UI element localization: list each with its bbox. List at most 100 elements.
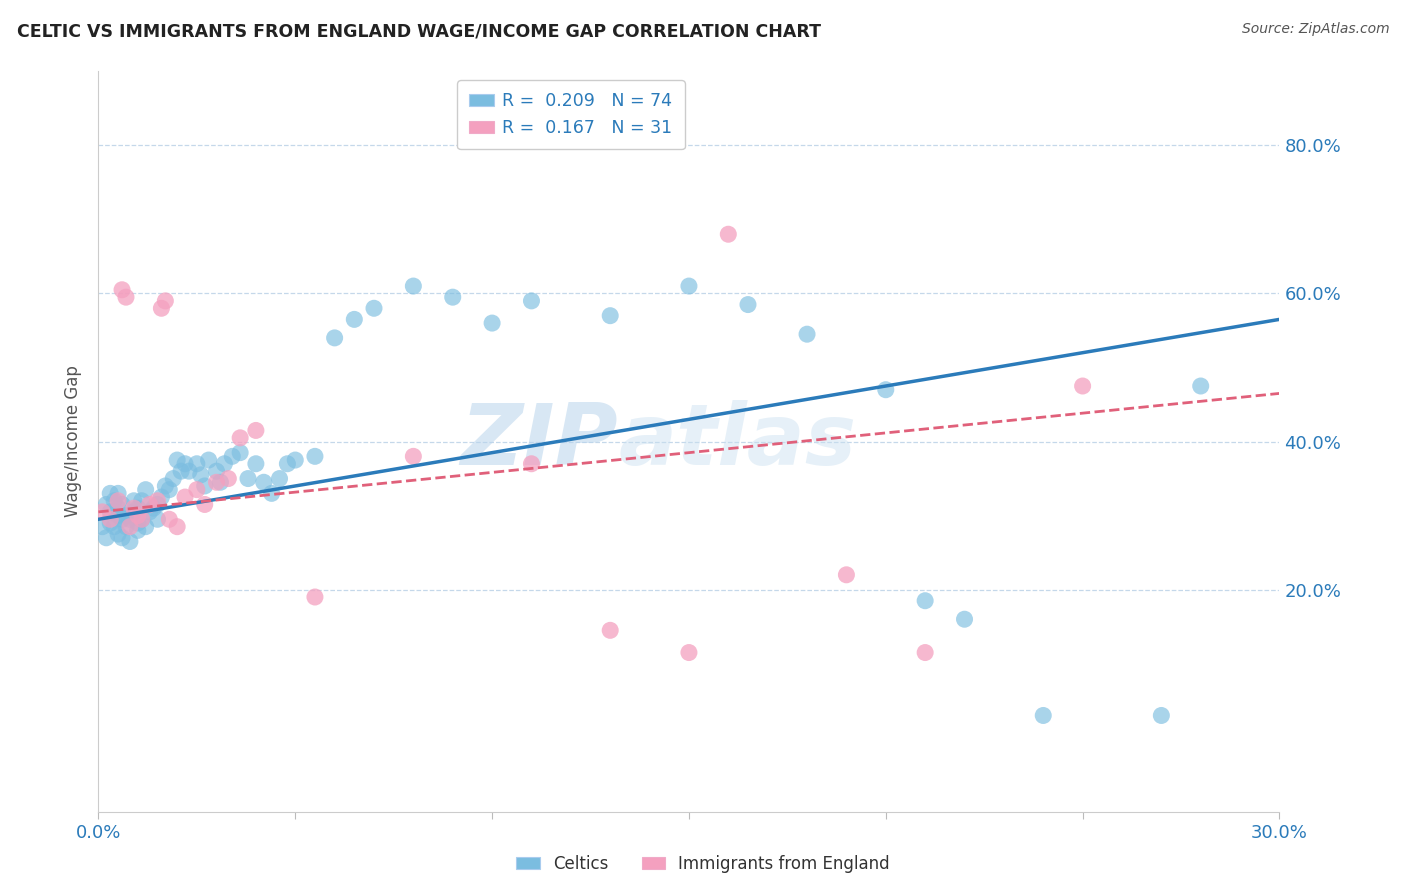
Point	[520, 293, 543, 308]
Text: ZIP: ZIP	[460, 400, 619, 483]
Point	[170, 464, 193, 478]
Point	[162, 472, 184, 486]
Legend: R =  0.209   N = 74, R =  0.167   N = 31: R = 0.209 N = 74, R = 0.167 N = 31	[457, 80, 685, 149]
Point	[678, 646, 700, 660]
Point	[197, 453, 219, 467]
Point	[1150, 708, 1173, 723]
Point	[214, 457, 236, 471]
Point	[107, 508, 129, 523]
Point	[205, 475, 228, 490]
Point	[217, 472, 239, 486]
Point	[131, 493, 153, 508]
Point	[717, 227, 740, 242]
Point	[174, 490, 197, 504]
Point	[229, 445, 252, 459]
Point	[150, 490, 173, 504]
Point	[236, 472, 259, 486]
Point	[194, 498, 217, 512]
Point	[1189, 379, 1212, 393]
Point	[599, 624, 621, 638]
Point	[115, 508, 138, 523]
Point	[103, 493, 125, 508]
Point	[678, 279, 700, 293]
Point	[914, 646, 936, 660]
Point	[343, 312, 366, 326]
Point	[146, 512, 169, 526]
Point	[363, 301, 385, 316]
Point	[174, 457, 197, 471]
Point	[115, 290, 138, 304]
Point	[107, 486, 129, 500]
Point	[96, 531, 118, 545]
Point	[118, 534, 141, 549]
Point	[91, 519, 114, 533]
Point	[111, 498, 134, 512]
Text: Source: ZipAtlas.com: Source: ZipAtlas.com	[1241, 22, 1389, 37]
Point	[194, 479, 217, 493]
Point	[107, 493, 129, 508]
Point	[122, 493, 145, 508]
Point	[135, 519, 157, 533]
Point	[520, 457, 543, 471]
Point	[138, 498, 160, 512]
Point	[481, 316, 503, 330]
Point	[96, 498, 118, 512]
Point	[253, 475, 276, 490]
Point	[190, 467, 212, 482]
Point	[914, 593, 936, 607]
Point	[209, 475, 232, 490]
Point	[304, 450, 326, 464]
Point	[91, 505, 114, 519]
Point	[245, 457, 267, 471]
Point	[229, 431, 252, 445]
Point	[103, 519, 125, 533]
Point	[186, 483, 208, 497]
Point	[402, 279, 425, 293]
Point	[1032, 708, 1054, 723]
Point	[138, 505, 160, 519]
Point	[107, 527, 129, 541]
Point	[122, 505, 145, 519]
Point	[98, 505, 121, 519]
Point	[796, 327, 818, 342]
Point	[166, 453, 188, 467]
Point	[304, 590, 326, 604]
Point	[150, 301, 173, 316]
Point	[107, 501, 129, 516]
Point	[221, 450, 243, 464]
Point	[98, 486, 121, 500]
Point	[157, 512, 180, 526]
Point	[98, 516, 121, 530]
Y-axis label: Wage/Income Gap: Wage/Income Gap	[65, 366, 83, 517]
Point	[146, 493, 169, 508]
Point	[155, 293, 177, 308]
Point	[835, 567, 858, 582]
Point	[135, 483, 157, 497]
Point	[111, 512, 134, 526]
Point	[402, 450, 425, 464]
Point	[118, 512, 141, 526]
Point	[118, 519, 141, 533]
Point	[205, 464, 228, 478]
Point	[323, 331, 346, 345]
Point	[875, 383, 897, 397]
Point	[127, 508, 149, 523]
Point	[441, 290, 464, 304]
Point	[276, 457, 298, 471]
Point	[186, 457, 208, 471]
Point	[599, 309, 621, 323]
Legend: Celtics, Immigrants from England: Celtics, Immigrants from England	[509, 848, 897, 880]
Point	[146, 498, 169, 512]
Point	[284, 453, 307, 467]
Point	[177, 464, 200, 478]
Point	[1071, 379, 1094, 393]
Point	[111, 531, 134, 545]
Point	[131, 512, 153, 526]
Point	[122, 501, 145, 516]
Point	[115, 519, 138, 533]
Point	[260, 486, 283, 500]
Text: CELTIC VS IMMIGRANTS FROM ENGLAND WAGE/INCOME GAP CORRELATION CHART: CELTIC VS IMMIGRANTS FROM ENGLAND WAGE/I…	[17, 22, 821, 40]
Point	[245, 424, 267, 438]
Point	[127, 501, 149, 516]
Point	[953, 612, 976, 626]
